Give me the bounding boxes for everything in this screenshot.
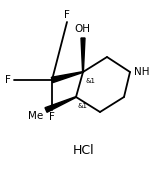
Polygon shape bbox=[45, 97, 76, 112]
Text: &1: &1 bbox=[78, 103, 88, 109]
Text: &1: &1 bbox=[85, 78, 95, 84]
Text: F: F bbox=[5, 75, 11, 85]
Polygon shape bbox=[81, 38, 85, 72]
Text: NH: NH bbox=[134, 67, 150, 77]
Text: Me: Me bbox=[28, 111, 43, 121]
Text: OH: OH bbox=[74, 24, 90, 34]
Text: HCl: HCl bbox=[73, 143, 95, 157]
Polygon shape bbox=[51, 72, 83, 83]
Text: F: F bbox=[49, 112, 55, 122]
Text: F: F bbox=[64, 10, 70, 20]
